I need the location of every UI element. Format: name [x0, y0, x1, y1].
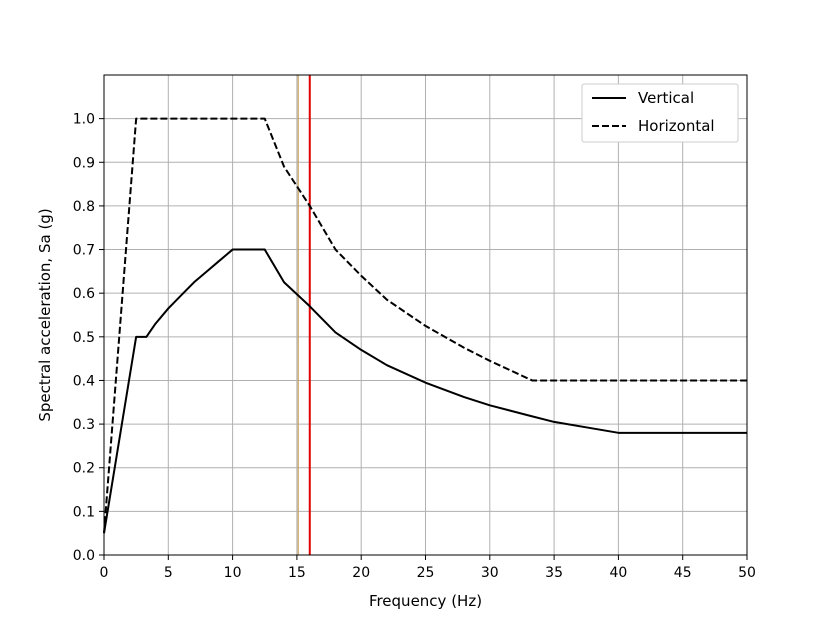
y-tick-label: 0.1 [73, 504, 95, 520]
x-tick-label: 30 [481, 565, 499, 581]
x-tick-label: 20 [352, 565, 370, 581]
y-tick-label: 0.9 [73, 155, 95, 171]
x-tick-label: 40 [609, 565, 627, 581]
reference-lines [297, 75, 311, 555]
y-tick-label: 0.8 [73, 199, 95, 215]
legend: Vertical Horizontal [581, 83, 739, 143]
y-tick-label: 0.6 [73, 286, 95, 302]
y-tick-label: 1.0 [73, 112, 95, 128]
legend-label-vertical: Vertical [638, 89, 694, 107]
y-tick-label: 0.4 [73, 373, 95, 389]
x-axis-label: Frequency (Hz) [369, 592, 482, 610]
y-tick-label: 0.3 [73, 417, 95, 433]
legend-label-horizontal: Horizontal [638, 117, 715, 135]
x-tick-label: 35 [545, 565, 563, 581]
y-tick-label: 0.5 [73, 330, 95, 346]
grid-layer [103, 75, 748, 556]
y-tick-label: 0.0 [73, 548, 95, 564]
series-layer [103, 117, 747, 534]
y-tick-label: 0.2 [73, 461, 95, 477]
x-tick-label: 25 [417, 565, 435, 581]
x-tick-label: 5 [164, 565, 173, 581]
series-line-vertical [103, 248, 747, 534]
tick-layer: 0 5 10 15 20 25 30 35 40 45 50 0.0 0.1 0.2 0.3 0.4 0.5 0.… [73, 112, 756, 581]
x-tick-label: 15 [288, 565, 306, 581]
x-tick-label: 10 [224, 565, 242, 581]
series-line-horizontal [103, 117, 747, 534]
x-tick-label: 45 [674, 565, 692, 581]
y-tick-label: 0.7 [73, 243, 95, 259]
x-tick-label: 0 [100, 565, 109, 581]
x-tick-label: 50 [738, 565, 756, 581]
y-axis-label: Spectral acceleration, Sa (g) [36, 208, 54, 421]
